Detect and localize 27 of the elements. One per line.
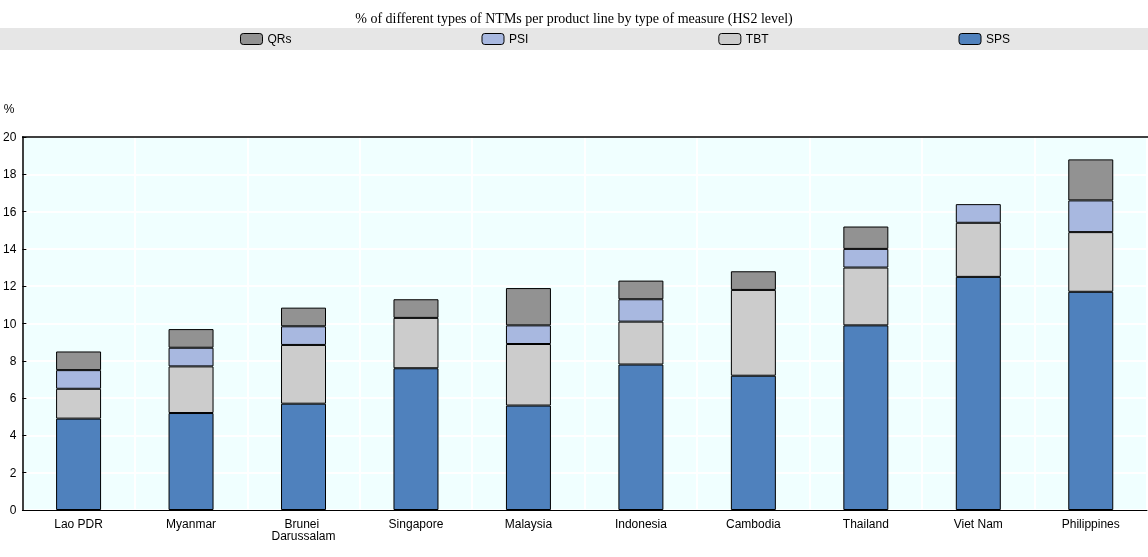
x-tick-label: Indonesia <box>614 517 668 531</box>
y-tick-label: 2 <box>9 465 17 480</box>
legend-label: SPS <box>986 32 1011 46</box>
x-tick-label: Singapore <box>388 517 444 531</box>
y-tick-label: 16 <box>2 204 17 219</box>
legend-label: QRs <box>267 32 292 46</box>
x-tick-label: Cambodia <box>726 517 782 531</box>
y-tick-label: 10 <box>2 316 17 331</box>
x-tick-label: Myanmar <box>166 517 217 531</box>
x-tick-label: Viet Nam <box>953 517 1003 531</box>
chart-title: % of different types of NTMs per product line by type of measure (HS2 level) <box>355 10 794 27</box>
x-tick-label: Philippines <box>1061 517 1120 531</box>
y-tick-label: 0 <box>9 503 17 517</box>
legend-label: TBT <box>745 32 770 46</box>
y-tick-label: 6 <box>9 391 17 406</box>
y-tick-label: 4 <box>9 428 17 443</box>
x-tick-label: Thailand <box>842 517 889 531</box>
y-tick-label: 20 <box>2 130 17 144</box>
y-tick-label: 12 <box>2 279 17 294</box>
legend-label: PSI <box>509 32 529 46</box>
y-tick-label: 14 <box>2 241 17 256</box>
x-tick-label: Malaysia <box>504 517 553 531</box>
y-tick-label: 18 <box>2 167 17 182</box>
y-tick-label: 8 <box>9 353 17 368</box>
y-axis-title: % <box>3 102 15 116</box>
x-tick-label: Brunei Darussalam <box>271 517 336 543</box>
x-tick-label: Lao PDR <box>54 517 104 531</box>
